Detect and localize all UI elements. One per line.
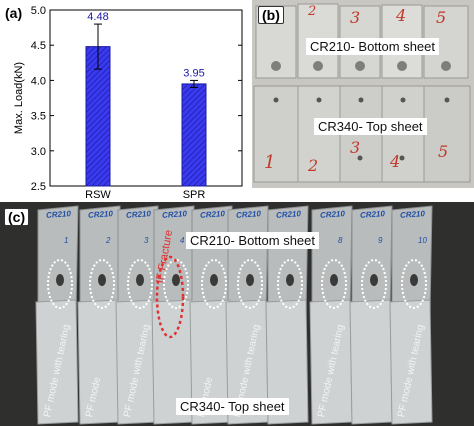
chart-axes: 2.5 3.0 3.5 4.0 4.5 5.0 Max. Load(kN) — [13, 5, 243, 193]
sheet-number: 1 — [264, 152, 276, 173]
joint-hole — [172, 274, 180, 286]
y-tick-label: 4.0 — [31, 75, 46, 87]
lower-strip — [35, 299, 79, 425]
failure-ellipse — [237, 259, 263, 309]
joint-hole — [136, 274, 144, 286]
failure-ellipse — [163, 259, 189, 309]
strip-number: 3 — [144, 236, 149, 245]
strip-tag: CR210 — [359, 209, 386, 220]
joint-mark — [399, 155, 405, 161]
joint-mark — [357, 155, 363, 161]
failure-ellipse — [321, 259, 347, 309]
failure-ellipse — [127, 259, 153, 309]
joint-mark — [316, 97, 322, 103]
lower-strip — [349, 299, 393, 425]
plot-frame — [49, 9, 243, 187]
joint-hole — [56, 274, 64, 286]
joint-mark — [441, 61, 451, 71]
y-tick-label: 3.5 — [31, 111, 46, 123]
joint-hole — [286, 274, 294, 286]
failure-ellipse — [361, 259, 387, 309]
failure-ellipses — [47, 259, 427, 309]
lower-strip — [77, 299, 121, 425]
chart-bars — [85, 23, 207, 187]
sheets-photo-b: 1 2 3 4 5 CR210- Bottom sheet CR340- Top… — [252, 0, 474, 188]
specimens-photo-c: CR2101CR2102CR2103CR2104CR2105CR2106CR21… — [0, 202, 474, 426]
x-tick-label: SPR — [183, 189, 206, 200]
y-tick-label: 3.0 — [31, 146, 46, 158]
chart-labels: 4.48 RSW 3.95 SPR — [85, 11, 205, 200]
bar-rsw — [85, 46, 111, 187]
joint-mark — [355, 61, 365, 71]
sheet-number: 3 — [350, 8, 361, 27]
sheet-number: 5 — [438, 142, 449, 161]
lower-strip — [265, 299, 309, 425]
sheet-number: 2 — [308, 156, 319, 175]
joint-hole — [330, 274, 338, 286]
strip-number: 4 — [180, 236, 185, 245]
joint-mark — [444, 97, 450, 103]
panel-c-tag: (c) — [4, 208, 30, 226]
photo-b-bottom-label: CR340- Top sheet — [314, 118, 427, 135]
x-tick-label: RSW — [85, 189, 111, 200]
strip-tag: CR210 — [45, 209, 72, 220]
sheet-number: 5 — [436, 8, 447, 27]
strip-tag: CR210 — [399, 209, 426, 220]
y-axis-label: Max. Load(kN) — [13, 62, 25, 134]
max-load-bar-chart: 2.5 3.0 3.5 4.0 4.5 5.0 Max. Load(kN) 4.48 RSW 3… — [13, 5, 243, 200]
strip-number: 8 — [338, 236, 343, 245]
sheet-number: 4 — [390, 152, 401, 171]
strip-tag: CR210 — [275, 209, 302, 220]
y-tick-label: 2.5 — [31, 181, 46, 193]
joint-mark — [358, 97, 364, 103]
failure-ellipse — [201, 259, 227, 309]
strip-tag: CR210 — [235, 209, 262, 220]
sheet-number: 4 — [396, 6, 407, 25]
strip-tag: CR210 — [319, 209, 346, 220]
joint-hole — [370, 274, 378, 286]
bar-spr — [181, 83, 207, 187]
joint-hole — [98, 274, 106, 286]
failure-ellipse — [277, 259, 303, 309]
value-label: 4.48 — [87, 11, 108, 23]
sheet-number: 2 — [308, 4, 317, 19]
strip-tag: CR210 — [125, 209, 152, 220]
joint-mark — [273, 97, 279, 103]
joint-mark — [400, 97, 406, 103]
strip-tag: CR210 — [199, 209, 226, 220]
failure-ellipse — [401, 259, 427, 309]
lower-strip — [389, 299, 433, 425]
strip-number: 9 — [378, 236, 383, 245]
photo-b-top-label: CR210- Bottom sheet — [306, 38, 440, 55]
joint-hole — [410, 274, 418, 286]
failure-ellipse — [47, 259, 73, 309]
panel-b-tag: (b) — [258, 6, 284, 24]
strip-tag: CR210 — [87, 209, 114, 220]
strip-number: 2 — [106, 236, 111, 245]
joint-mark — [271, 61, 281, 71]
joint-hole — [210, 274, 218, 286]
value-label: 3.95 — [183, 67, 204, 79]
sheet-number: 3 — [350, 138, 361, 157]
y-tick-label: 4.5 — [31, 40, 46, 52]
strip-number: 1 — [64, 236, 69, 245]
photo-c-bottom-label: CR340- Top sheet — [176, 398, 289, 415]
photo-c-top-label: CR210- Bottom sheet — [186, 232, 320, 249]
strip-tag: CR210 — [161, 209, 188, 220]
failure-ellipse — [89, 259, 115, 309]
y-tick-label: 5.0 — [31, 5, 46, 17]
lower-strips — [35, 299, 433, 425]
joint-mark — [313, 61, 323, 71]
if-fracture-ellipse — [155, 255, 185, 339]
joint-mark — [397, 61, 407, 71]
joint-hole — [246, 274, 254, 286]
panel-a-tag: (a) — [5, 5, 23, 21]
strip-number: 10 — [418, 236, 427, 245]
